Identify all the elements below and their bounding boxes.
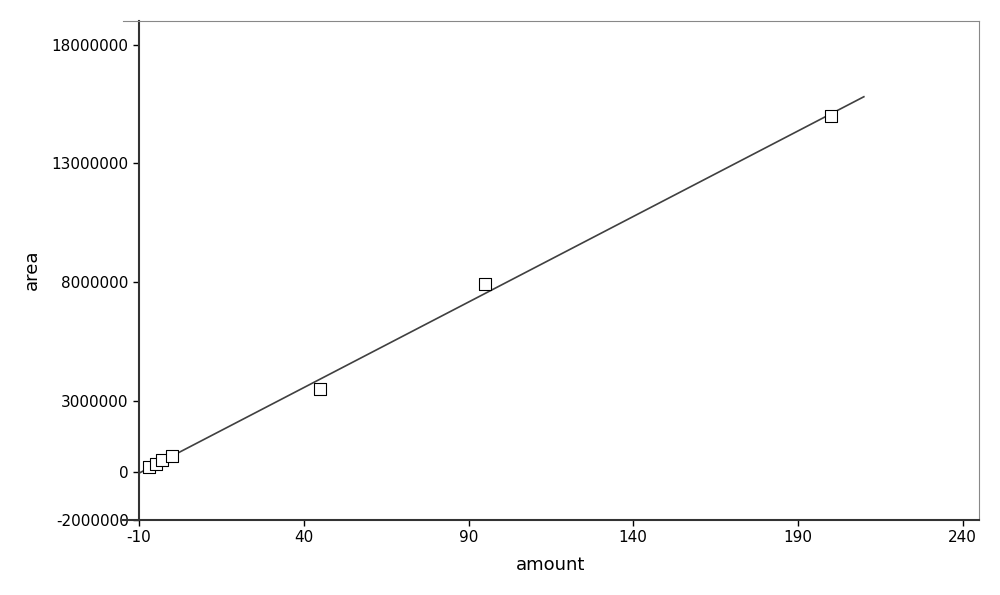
- Point: [141, 463, 157, 472]
- X-axis label: amount: amount: [516, 556, 586, 574]
- Y-axis label: area: area: [22, 250, 40, 290]
- Point: [823, 111, 839, 121]
- Point: [164, 451, 180, 461]
- Point: [148, 459, 164, 469]
- Point: [312, 384, 328, 394]
- Point: [477, 280, 493, 289]
- Point: [154, 456, 170, 465]
